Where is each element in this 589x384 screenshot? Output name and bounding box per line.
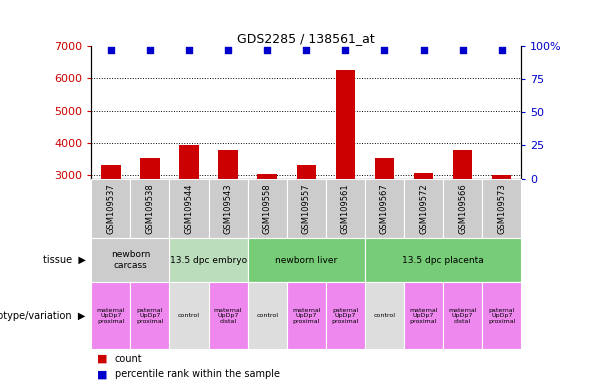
Title: GDS2285 / 138561_at: GDS2285 / 138561_at xyxy=(237,32,375,45)
Bar xyxy=(336,70,355,179)
Text: newborn liver: newborn liver xyxy=(275,256,337,265)
Text: GSM109572: GSM109572 xyxy=(419,183,428,233)
Bar xyxy=(453,150,472,179)
FancyBboxPatch shape xyxy=(482,282,521,349)
FancyBboxPatch shape xyxy=(326,179,365,238)
FancyBboxPatch shape xyxy=(170,238,247,282)
Point xyxy=(263,47,272,53)
Text: maternal
UpDp7
proximal: maternal UpDp7 proximal xyxy=(409,308,438,324)
Text: GSM109558: GSM109558 xyxy=(263,183,272,233)
Text: tissue  ▶: tissue ▶ xyxy=(42,255,85,265)
Bar xyxy=(101,165,121,179)
Text: ■: ■ xyxy=(97,369,108,379)
FancyBboxPatch shape xyxy=(365,282,404,349)
Text: maternal
UpDp7
proximal: maternal UpDp7 proximal xyxy=(292,308,320,324)
FancyBboxPatch shape xyxy=(209,179,247,238)
Point xyxy=(340,47,350,53)
Bar xyxy=(179,145,198,179)
Bar xyxy=(257,174,277,179)
Point xyxy=(145,47,155,53)
Bar xyxy=(413,173,434,179)
Point xyxy=(106,47,115,53)
Text: percentile rank within the sample: percentile rank within the sample xyxy=(115,369,280,379)
Text: GSM109544: GSM109544 xyxy=(184,183,194,233)
Text: paternal
UpDp7
proximal: paternal UpDp7 proximal xyxy=(136,308,164,324)
Text: control: control xyxy=(178,313,200,318)
Bar xyxy=(219,151,238,179)
FancyBboxPatch shape xyxy=(365,179,404,238)
FancyBboxPatch shape xyxy=(91,238,170,282)
Text: GSM109537: GSM109537 xyxy=(107,183,115,234)
Point xyxy=(380,47,389,53)
Bar xyxy=(140,157,160,179)
Text: ■: ■ xyxy=(97,354,108,364)
FancyBboxPatch shape xyxy=(209,282,247,349)
Bar xyxy=(296,166,316,179)
Text: paternal
UpDp7
proximal: paternal UpDp7 proximal xyxy=(332,308,359,324)
Point xyxy=(223,47,233,53)
FancyBboxPatch shape xyxy=(130,282,170,349)
Text: GSM109567: GSM109567 xyxy=(380,183,389,234)
FancyBboxPatch shape xyxy=(247,238,365,282)
FancyBboxPatch shape xyxy=(170,179,209,238)
FancyBboxPatch shape xyxy=(170,282,209,349)
FancyBboxPatch shape xyxy=(130,179,170,238)
FancyBboxPatch shape xyxy=(326,282,365,349)
Text: genotype/variation  ▶: genotype/variation ▶ xyxy=(0,311,85,321)
FancyBboxPatch shape xyxy=(247,179,287,238)
Point xyxy=(419,47,428,53)
FancyBboxPatch shape xyxy=(247,282,287,349)
Text: GSM109538: GSM109538 xyxy=(145,183,154,234)
FancyBboxPatch shape xyxy=(482,179,521,238)
Text: GSM109543: GSM109543 xyxy=(224,183,233,233)
Point xyxy=(302,47,311,53)
Text: count: count xyxy=(115,354,143,364)
Text: maternal
UpDp7
distal: maternal UpDp7 distal xyxy=(214,308,242,324)
FancyBboxPatch shape xyxy=(287,179,326,238)
FancyBboxPatch shape xyxy=(404,179,443,238)
Text: GSM109561: GSM109561 xyxy=(341,183,350,233)
Text: paternal
UpDp7
proximal: paternal UpDp7 proximal xyxy=(488,308,515,324)
Point xyxy=(497,47,507,53)
FancyBboxPatch shape xyxy=(443,179,482,238)
FancyBboxPatch shape xyxy=(443,282,482,349)
FancyBboxPatch shape xyxy=(91,282,130,349)
Text: control: control xyxy=(373,313,395,318)
Text: 13.5 dpc embryo: 13.5 dpc embryo xyxy=(170,256,247,265)
Text: maternal
UpDp7
distal: maternal UpDp7 distal xyxy=(448,308,477,324)
Text: GSM109557: GSM109557 xyxy=(302,183,311,233)
Text: GSM109573: GSM109573 xyxy=(497,183,506,234)
Point xyxy=(184,47,194,53)
FancyBboxPatch shape xyxy=(404,282,443,349)
FancyBboxPatch shape xyxy=(365,238,521,282)
Bar xyxy=(375,158,394,179)
Bar xyxy=(492,175,511,179)
FancyBboxPatch shape xyxy=(91,179,130,238)
Text: control: control xyxy=(256,313,278,318)
Text: 13.5 dpc placenta: 13.5 dpc placenta xyxy=(402,256,484,265)
FancyBboxPatch shape xyxy=(287,282,326,349)
Text: maternal
UpDp7
proximal: maternal UpDp7 proximal xyxy=(97,308,125,324)
Point xyxy=(458,47,467,53)
Text: GSM109566: GSM109566 xyxy=(458,183,467,234)
Text: newborn
carcass: newborn carcass xyxy=(111,250,150,270)
